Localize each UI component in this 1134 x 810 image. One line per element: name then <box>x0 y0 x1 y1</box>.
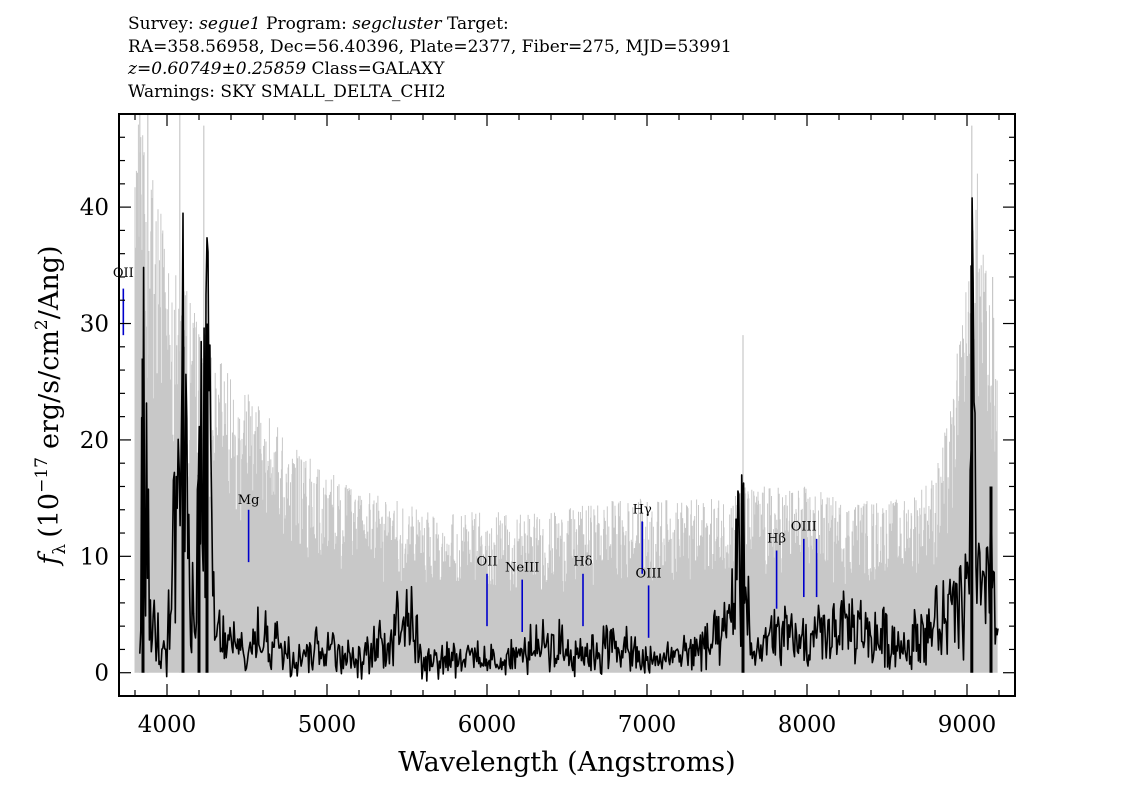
emission-line-NeIII: NeIII <box>505 560 539 632</box>
emission-line-Hγ: Hγ <box>633 502 652 574</box>
flux-error-series <box>134 114 998 673</box>
class-value: Class=GALAXY <box>311 59 445 79</box>
emission-line-label: Hβ <box>767 531 786 546</box>
x-tick-label: 5000 <box>298 712 357 738</box>
emission-line-Hβ: Hβ <box>767 531 786 609</box>
emission-line-label: Mg <box>238 493 260 508</box>
redshift-value: z=0.60749±0.25859 <box>128 59 307 79</box>
emission-line-label: Hγ <box>633 502 652 517</box>
y-label-tail: /Ang) <box>34 245 65 319</box>
emission-line-OII: OII <box>477 555 498 627</box>
y-label-lambda: λ <box>50 544 70 555</box>
emission-line-Mg: Mg <box>238 493 260 563</box>
emission-line-OIII: OIII <box>791 520 817 598</box>
flux-line <box>139 197 999 682</box>
survey-label: Survey: <box>128 14 194 34</box>
program-value: segcluster <box>352 14 442 34</box>
y-label-open: (10 <box>34 493 65 538</box>
y-tick-label: 20 <box>80 428 109 454</box>
x-tick-label: 9000 <box>938 712 997 738</box>
x-tick-label: 7000 <box>618 712 677 738</box>
emission-line-label: OIII <box>636 566 662 581</box>
x-tick-label: 8000 <box>778 712 837 738</box>
emission-line-Hδ: Hδ <box>573 555 593 627</box>
header-coords-line: RA=358.56958, Dec=56.40396, Plate=2377, … <box>128 36 732 57</box>
y-label-units: erg/s/cm <box>34 330 65 449</box>
emission-line-OIII: OIII <box>636 566 662 638</box>
x-axis-label: Wavelength (Angstroms) <box>398 747 735 778</box>
y-axis-label: fλ(10−17erg/s/cm2/Ang) <box>32 245 70 566</box>
x-tick-label: 6000 <box>458 712 517 738</box>
emission-line-markers: OII Mg OII NeIII Hδ Hγ OIII Hβ OIII <box>113 266 818 638</box>
x-tick-labels: 4000 5000 6000 7000 8000 9000 <box>138 712 997 738</box>
flux-series <box>139 197 999 682</box>
emission-line-label: OII <box>113 266 134 281</box>
y-tick-label: 40 <box>80 195 109 221</box>
y-tick-label: 0 <box>94 661 109 687</box>
y-label-sq: 2 <box>32 319 52 330</box>
plot-frame <box>118 113 1016 697</box>
emission-line-label: NeIII <box>505 560 539 575</box>
emission-line-label: OII <box>477 555 498 570</box>
y-tick-labels: 0 10 20 30 40 <box>80 195 109 687</box>
emission-line-label: Hδ <box>573 555 592 570</box>
flux-error-envelope <box>134 124 998 673</box>
x-tick-label: 4000 <box>138 712 197 738</box>
y-label-exp: −17 <box>32 457 52 493</box>
y-tick-label: 10 <box>80 544 109 570</box>
axis-ticks <box>119 113 1015 697</box>
y-tick-label: 30 <box>80 312 109 338</box>
header-redshift-line: z=0.60749±0.25859 Class=GALAXY <box>128 58 732 81</box>
program-label: Program: <box>266 14 347 34</box>
spectrum-header: Survey: segue1 Program: segcluster Targe… <box>128 13 732 103</box>
header-survey-line: Survey: segue1 Program: segcluster Targe… <box>128 13 732 36</box>
emission-line-label: OIII <box>791 520 817 535</box>
survey-value: segue1 <box>199 14 261 34</box>
header-warnings-line: Warnings: SKY SMALL_DELTA_CHI2 <box>128 81 446 102</box>
target-label: Target: <box>446 14 509 34</box>
